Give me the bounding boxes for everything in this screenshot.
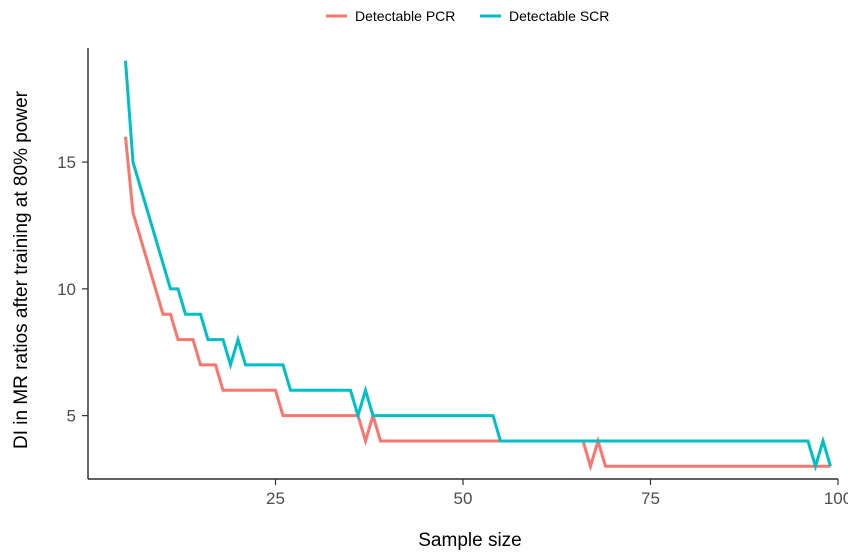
x-tick-label: 75 <box>641 489 660 508</box>
legend: Detectable PCR Detectable SCR <box>326 8 609 24</box>
legend-label-pcr: Detectable PCR <box>355 8 455 24</box>
y-tick-label: 5 <box>67 407 76 426</box>
y-axis-ticks: 5 10 15 <box>57 153 88 426</box>
x-tick-label: 50 <box>454 489 473 508</box>
y-axis-title: DI in MR ratios after training at 80% po… <box>11 90 32 449</box>
legend-label-scr: Detectable SCR <box>509 8 609 24</box>
x-axis-ticks: 25 50 75 100 <box>266 479 848 508</box>
series-line-pcr <box>124 136 831 472</box>
series-lines <box>124 60 832 472</box>
x-tick-label: 25 <box>266 489 285 508</box>
y-tick-label: 10 <box>57 280 76 299</box>
series-line-scr <box>124 60 832 472</box>
plot-area: 25 50 75 100 5 10 15 <box>57 48 848 508</box>
y-tick-label: 15 <box>57 153 76 172</box>
x-axis-title: Sample size <box>418 530 522 551</box>
x-tick-label: 100 <box>824 489 848 508</box>
